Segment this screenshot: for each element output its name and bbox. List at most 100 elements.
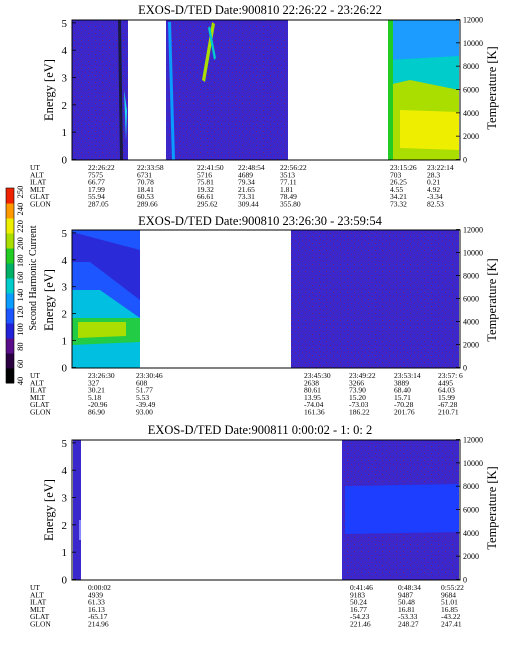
orbit-value: 9684	[441, 590, 456, 599]
energy-tick-label: 3	[62, 73, 68, 85]
orbit-time-value: 23:53:14	[394, 371, 421, 380]
orbit-row-label: GLAT	[30, 192, 50, 201]
temperature-tick-label: 0	[463, 364, 467, 373]
energy-tick-label: 4	[62, 45, 68, 57]
temperature-tick-label: 8000	[463, 62, 479, 71]
orbit-value: 19.32	[197, 185, 214, 194]
orbit-value: 7575	[88, 170, 103, 179]
orbit-value: 77.11	[280, 178, 297, 187]
colorbar-tick-label: 60	[15, 360, 25, 369]
orbit-value: 15.20	[349, 393, 366, 402]
orbit-value: 18.41	[137, 185, 154, 194]
orbit-value: 13.95	[304, 393, 321, 402]
orbit-value: 16.85	[441, 605, 458, 614]
panel-1-spike-2	[124, 90, 127, 140]
orbit-value: -74.04	[304, 400, 324, 409]
temperature-tick-label: 6000	[463, 86, 479, 95]
orbit-value: 2638	[304, 378, 319, 387]
orbit-value: -39.49	[136, 400, 156, 409]
colorbar-frame	[5, 187, 15, 384]
orbit-value: -65.17	[88, 612, 108, 621]
orbit-value: 16.13	[88, 605, 105, 614]
orbit-value: 50.48	[398, 598, 415, 607]
orbit-row-label: ALT	[30, 590, 44, 599]
orbit-value: 186.22	[349, 408, 370, 417]
colorbar-swatch-1	[6, 353, 14, 369]
orbit-value: 75.81	[197, 178, 214, 187]
temperature-tick-label: 2000	[463, 132, 479, 141]
orbit-time-value: 23:15:26	[390, 163, 417, 172]
orbit-value: 248.27	[398, 620, 419, 629]
energy-tick-label: 4	[62, 465, 68, 477]
panel-3-block-1	[73, 440, 81, 580]
panel-1-heatmap	[72, 20, 459, 160]
energy-tick-label: 2	[62, 100, 68, 112]
temperature-tick-label: 4000	[463, 529, 479, 538]
panel-3-block-2-band	[345, 484, 459, 534]
colorbar-tick-label: 160	[15, 272, 25, 285]
orbit-value: 201.76	[394, 408, 415, 417]
temperature-tick-label: 8000	[463, 482, 479, 491]
panel-1-block-2-texture	[166, 20, 288, 160]
orbit-row-label: GLAT	[30, 612, 50, 621]
panel-2-block-1-upper	[72, 232, 140, 300]
orbit-value: -43.22	[441, 612, 461, 621]
orbit-value: 93.00	[136, 408, 153, 417]
orbit-value: 3266	[349, 378, 364, 387]
panel-1-streak-3	[208, 26, 216, 60]
temperature-tick-label: 12000	[463, 436, 483, 445]
panel-3-heatmap	[73, 440, 459, 580]
orbit-value: -54.23	[350, 612, 370, 621]
panel-3-plot-frame	[71, 439, 461, 581]
panel-1-title: EXOS-D/TED Date:900810 22:26:22 - 23:26:…	[138, 3, 382, 17]
orbit-value: 4689	[238, 170, 253, 179]
colorbar-swatch-2	[6, 338, 14, 354]
orbit-value: 82.53	[427, 200, 444, 209]
energy-tick-label: 0	[62, 575, 68, 587]
orbit-value: 4939	[88, 590, 103, 599]
panel-3-title: EXOS-D/TED Date:900811 0:00:02 - 1: 0: 2	[148, 423, 373, 437]
orbit-value: 26.25	[390, 178, 407, 187]
orbit-value: 9487	[398, 590, 413, 599]
orbit-value: 55.94	[88, 192, 105, 201]
orbit-time-value: 0:41:46	[350, 583, 373, 592]
colorbar-swatch-10	[6, 218, 14, 234]
orbit-value: 78.49	[280, 192, 297, 201]
orbit-value: 289.66	[137, 200, 158, 209]
colorbar-tick-label: 220	[15, 220, 25, 233]
orbit-row-label: ILAT	[30, 386, 47, 395]
panel-1: EXOS-D/TED Date:900810 22:26:22 - 23:26:…	[30, 3, 499, 209]
panel-1-energy-label: Energy [eV]	[42, 59, 56, 121]
colorbar-ticks: 40 60 80 100 120 140 160 180 200 220 240 250	[15, 186, 25, 386]
colorbar-tick-label: 250	[15, 186, 25, 199]
orbit-value: 50.24	[350, 598, 367, 607]
panel-1-temperature-ticks: 0 2000 4000 6000 8000 10000 12000	[456, 16, 483, 165]
temperature-tick-label: 4000	[463, 109, 479, 118]
orbit-value: 161.36	[304, 408, 325, 417]
panel-3-temperature-label: Temperature [K]	[485, 466, 499, 549]
orbit-value: 68.40	[394, 386, 411, 395]
orbit-value: 355.80	[280, 200, 301, 209]
colorbar-swatch-5	[6, 293, 14, 309]
orbit-time-value: 22:48:54	[238, 163, 265, 172]
orbit-row-label: GLAT	[30, 400, 50, 409]
orbit-value: 66.77	[88, 178, 105, 187]
orbit-value: 15.99	[438, 393, 455, 402]
orbit-value: -67.28	[438, 400, 458, 409]
orbit-row-label: GLON	[30, 408, 51, 417]
orbit-row-label: MLT	[30, 185, 46, 194]
orbit-value: 287.05	[88, 200, 109, 209]
orbit-value: 295.62	[197, 200, 218, 209]
orbit-time-value: 22:33:58	[137, 163, 164, 172]
colorbar-tick-label: 140	[15, 289, 25, 302]
orbit-value: -3.34	[427, 192, 443, 201]
orbit-row-label: UT	[30, 163, 40, 172]
temperature-tick-label: 2000	[463, 552, 479, 561]
energy-tick-label: 2	[62, 520, 68, 532]
orbit-value: 3889	[394, 378, 409, 387]
orbit-value: 73.32	[390, 200, 407, 209]
orbit-value: 16.77	[350, 605, 367, 614]
panel-3-energy-label: Energy [eV]	[42, 479, 56, 541]
